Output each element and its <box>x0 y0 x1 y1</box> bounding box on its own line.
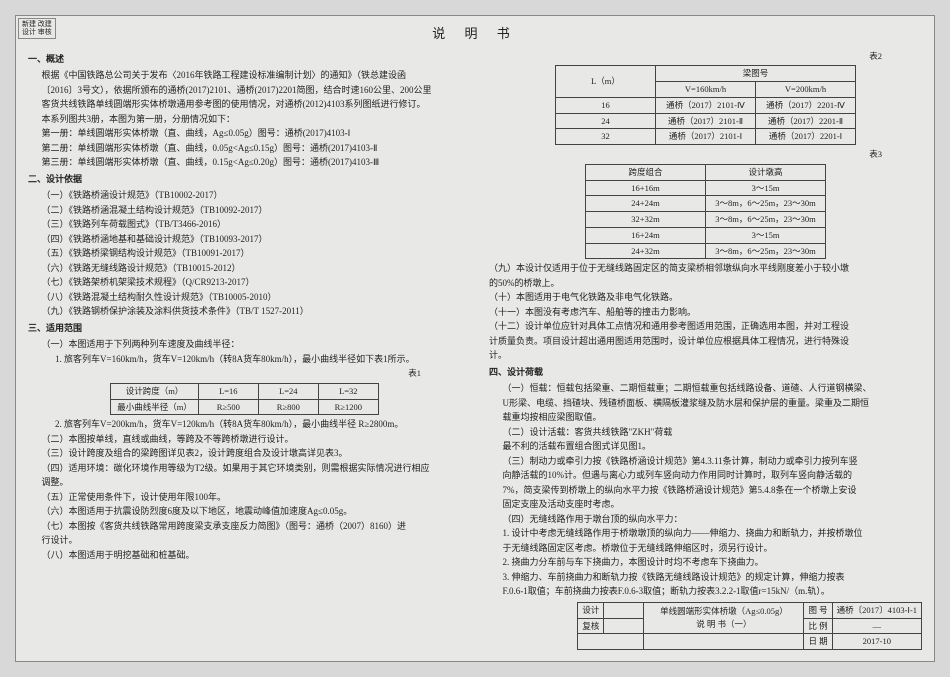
text-line: （二）设计活载：客货共线铁路"ZKH"荷载 <box>489 426 922 440</box>
doc-title: 说 明 书 <box>28 24 922 44</box>
corner-label: 新建 改建 设计 审核 <box>18 18 56 39</box>
text-line: 计。 <box>489 349 922 363</box>
text-line: （三）《铁路列车荷载图式》（TB/T3466-2016） <box>28 218 461 232</box>
text-line: （三）设计跨度及组合的梁跨图详见表2，设计跨度组合及设计墩高详见表3。 <box>28 447 461 461</box>
table2-label: 表2 <box>489 50 922 63</box>
left-column: 一、概述 根据《中国铁路总公司关于发布〈2016年铁路工程建设标准编制计划〉的通… <box>28 50 461 600</box>
s3-line-b: 1. 旅客列车V=160km/h，货车V=120km/h（转8A货车80km/h… <box>28 353 461 367</box>
text-line: （三）制动力或牵引力按《铁路桥涵设计规范》第4.3.11条计算，制动力或牵引力按… <box>489 455 922 469</box>
right-column: 表2 L（m）梁图号 V=160km/hV=200km/h 16通桥（2017）… <box>489 50 922 600</box>
text-line: （二）《铁路桥涵混凝土结构设计规范》（TB10092-2017） <box>28 204 461 218</box>
s3-line-a: （一）本图适用于下列两种列车速度及曲线半径： <box>28 338 461 352</box>
text-line: 调整。 <box>28 476 461 490</box>
text-line: （一）恒载：恒载包括梁重、二期恒载重；二期恒载重包括线路设备、道碴、人行道钢横梁… <box>489 382 922 396</box>
section1-heading: 一、概述 <box>28 53 461 67</box>
text-line: （七）《铁路架桥机架梁技术规程》（Q/CR9213-2017） <box>28 276 461 290</box>
text-line: 3. 伸缩力、车前挠曲力和断轨力按《铁路无缝线路设计规范》的规定计算，伸缩力按表 <box>489 571 922 585</box>
text-line: 本系列图共3册，本图为第一册，分册情况如下： <box>28 113 461 127</box>
corner-l2: 设计 审核 <box>22 28 52 36</box>
title-block: 设计 单线圆端形实体桥墩（Ag≤0.05g）说 明 书（一） 图 号通桥〔201… <box>577 602 922 650</box>
section2-heading: 二、设计依据 <box>28 173 461 187</box>
text-line: 于无缝线路固定区考虑。桥墩位于无缝线路伸缩区时，须另行设计。 <box>489 542 922 556</box>
text-line: 行设计。 <box>28 534 461 548</box>
section3-heading: 三、适用范围 <box>28 322 461 336</box>
text-line: （六）本图适用于抗震设防烈度6度及以下地区，地震动峰值加速度Ag≤0.05g。 <box>28 505 461 519</box>
text-line: （十二）设计单位应针对具体工点情况和通用参考图适用范围，正确选用本图，并对工程设 <box>489 320 922 334</box>
text-line: 第二册：单线圆端形实体桥墩（直、曲线，0.05g<Ag≤0.15g）图号：通桥(… <box>28 142 461 156</box>
table3: 跨度组合设计墩高 16+16m3～15m24+24m3～8m，6～25m，23～… <box>585 164 826 260</box>
text-line: 向静活载的10%计。但遇与离心力或列车竖向动力作用同时计算时，取列车竖向静活载的 <box>489 469 922 483</box>
section4-body: （一）恒载：恒载包括梁重、二期恒载重；二期恒载重包括线路设备、道碴、人行道钢横梁… <box>489 382 922 599</box>
right-paras: （九）本设计仅适用于位于无缝线路固定区的简支梁桥相邻墩纵向水平线刚度差小于较小墩… <box>489 262 922 363</box>
text-line: 第三册：单线圆端形实体桥墩（直、曲线，0.15g<Ag≤0.20g）图号：通桥(… <box>28 156 461 170</box>
text-line: （九）《铁路钢桥保护涂装及涂料供货技术条件》（TB/T 1527-2011） <box>28 305 461 319</box>
section2-body: （一）《铁路桥涵设计规范》（TB10002-2017）（二）《铁路桥涵混凝土结构… <box>28 189 461 319</box>
text-line: （四）适用环境：碳化环境作用等级为T2级。如果用于其它环境类别，则需根据实际情况… <box>28 462 461 476</box>
text-line: 〔2016〕3号文），依据所颁布的通桥(2017)2101、通桥(2017)22… <box>28 84 461 98</box>
text-line: （十）本图适用于电气化铁路及非电气化铁路。 <box>489 291 922 305</box>
section3-rest: （二）本图按单线，直线或曲线，等跨及不等跨桥墩进行设计。（三）设计跨度及组合的梁… <box>28 433 461 563</box>
text-line: 的50%的桥墩上。 <box>489 277 922 291</box>
table1: 设计跨度（m）L=16L=24L=32 最小曲线半径（m）R≥500R≥800R… <box>110 383 379 416</box>
text-line: 7%，简支梁传到桥墩上的纵向水平力按《铁路桥涵设计规范》第5.4.8条在一个桥墩… <box>489 484 922 498</box>
table3-label: 表3 <box>489 148 922 161</box>
s3-line-c: 2. 旅客列车V=200km/h，货车V=120km/h（转8A货车80km/h… <box>28 418 461 432</box>
text-line: 计质量负责。项目设计超出通用图适用范围时，设计单位应根据具体工程情况，进行特殊设 <box>489 335 922 349</box>
table2: L（m）梁图号 V=160km/hV=200km/h 16通桥（2017）210… <box>555 65 856 145</box>
text-line: （十一）本图没有考虑汽车、船舶等的撞击力影响。 <box>489 306 922 320</box>
text-line: 客货共线铁路单线圆端形实体桥墩通用参考图的使用情况，对通桥(2012)4103系… <box>28 98 461 112</box>
text-line: 固定支座及活动支座时考虑。 <box>489 498 922 512</box>
text-line: 2. 挠曲力分车前与车下挠曲力，本图设计时均不考虑车下挠曲力。 <box>489 556 922 570</box>
text-line: 载重均按相应梁图取值。 <box>489 411 922 425</box>
table1-label: 表1 <box>28 367 461 380</box>
text-line: （四）《铁路桥涵地基和基础设计规范》（TB10093-2017） <box>28 233 461 247</box>
text-line: （一）《铁路桥涵设计规范》（TB10002-2017） <box>28 189 461 203</box>
text-line: （五）正常使用条件下，设计使用年限100年。 <box>28 491 461 505</box>
text-line: 最不利的活载布置组合图式详见图1。 <box>489 440 922 454</box>
text-line: （八）《铁路混凝土结构耐久性设计规范》（TB10005-2010） <box>28 291 461 305</box>
text-line: （九）本设计仅适用于位于无缝线路固定区的简支梁桥相邻墩纵向水平线刚度差小于较小墩 <box>489 262 922 276</box>
text-line: （五）《铁路桥梁钢结构设计规范》（TB10091-2017） <box>28 247 461 261</box>
text-line: 根据《中国铁路总公司关于发布〈2016年铁路工程建设标准编制计划〉的通知》（铁总… <box>28 69 461 83</box>
text-line: （八）本图适用于明挖基础和桩基础。 <box>28 549 461 563</box>
text-line: F.0.6-1取值；车前挠曲力按表F.0.6-3取值；断轨力按表3.2.2-1取… <box>489 585 922 599</box>
text-line: （七）本图按《客货共线铁路常用跨度梁支承支座反力简图》（图号：通桥（2007）8… <box>28 520 461 534</box>
text-line: 1. 设计中考虑无缝线路作用于桥墩墩顶的纵向力——伸缩力、挠曲力和断轨力，并按桥… <box>489 527 922 541</box>
section1-body: 根据《中国铁路总公司关于发布〈2016年铁路工程建设标准编制计划〉的通知》（铁总… <box>28 69 461 170</box>
text-line: （四）无缝线路作用于墩台顶的纵向水平力： <box>489 513 922 527</box>
text-line: 第一册：单线圆端形实体桥墩（直、曲线，Ag≤0.05g）图号：通桥(2017)4… <box>28 127 461 141</box>
section4-heading: 四、设计荷载 <box>489 366 922 380</box>
text-line: U形梁、电缆、挡碴块、残碴桥面板、横隔板灌浆缝及防水层和保护层的重量。梁重及二期… <box>489 397 922 411</box>
text-line: （二）本图按单线，直线或曲线，等跨及不等跨桥墩进行设计。 <box>28 433 461 447</box>
text-line: （六）《铁路无缝线路设计规范》（TB10015-2012） <box>28 262 461 276</box>
